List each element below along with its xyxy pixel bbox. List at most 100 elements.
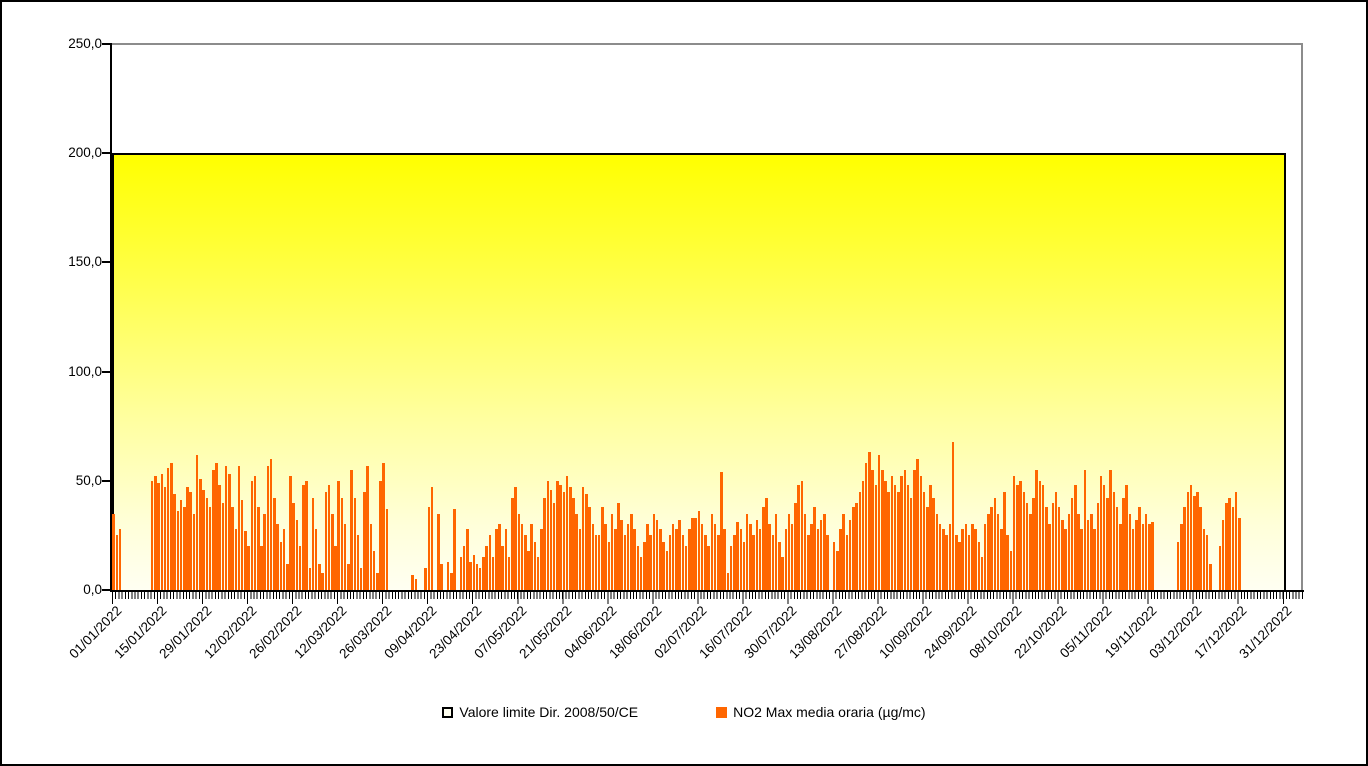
no2-bar	[186, 487, 189, 590]
no2-bar	[1106, 498, 1109, 590]
no2-bar	[1090, 513, 1093, 590]
no2-bar	[1054, 491, 1058, 590]
no2-bar	[215, 463, 218, 590]
no2-bar	[980, 557, 984, 590]
no2-bar	[292, 502, 295, 590]
no2-bar	[906, 485, 910, 590]
no2-bar	[1083, 469, 1087, 590]
no2-bar	[729, 546, 733, 590]
no2-bar	[675, 528, 678, 590]
no2-bar	[115, 535, 119, 590]
no2-bar	[932, 498, 935, 590]
no2-bar	[762, 507, 765, 590]
no2-bar	[154, 476, 157, 590]
no2-bar	[1080, 528, 1083, 590]
y-axis-line	[110, 43, 112, 592]
no2-bar	[967, 535, 971, 590]
no2-bar	[852, 507, 855, 590]
no2-bar	[842, 513, 845, 590]
limit-series-marker-icon	[442, 706, 454, 718]
no2-bar	[700, 524, 704, 590]
no2-bar	[253, 476, 257, 590]
no2-bar	[665, 550, 669, 590]
no2-bar	[659, 528, 662, 590]
no2-bar	[688, 528, 691, 590]
no2-bar	[951, 441, 955, 590]
no2-bar	[897, 491, 900, 590]
no2-bar	[353, 498, 357, 590]
no2-bar	[1086, 520, 1090, 590]
no2-bar	[224, 465, 228, 590]
no2-bar	[1218, 546, 1222, 590]
no2-bar	[1231, 507, 1235, 590]
no2-bar	[572, 498, 575, 590]
no2-bar	[1067, 513, 1071, 590]
no2-bar	[864, 463, 868, 590]
no2-bar	[459, 557, 463, 590]
no2-bar	[839, 528, 842, 590]
no2-bar	[212, 469, 215, 590]
legend-item-no2: NO2 Max media oraria (µg/mc)	[716, 704, 926, 720]
no2-bar	[1193, 496, 1196, 590]
no2-bar	[507, 557, 511, 590]
no2-bar	[1119, 524, 1122, 590]
no2-bar	[652, 513, 656, 590]
no2-bar	[623, 535, 627, 590]
no2-bar	[118, 528, 122, 590]
no2-bar	[739, 528, 743, 590]
no2-bar	[565, 476, 569, 590]
no2-bar	[347, 563, 350, 590]
no2-bar	[974, 528, 977, 590]
no2-bar	[964, 524, 968, 590]
no2-bar	[961, 528, 964, 590]
no2-bar	[305, 480, 308, 590]
no2-bar	[662, 541, 665, 590]
no2-bar	[858, 491, 862, 590]
no2-bar	[903, 469, 907, 590]
no2-bar	[1234, 491, 1238, 590]
no2-bar	[1176, 541, 1180, 590]
no2-bar	[581, 487, 585, 590]
no2-bar	[1048, 524, 1051, 590]
no2-bar	[363, 491, 366, 590]
no2-bar	[520, 524, 524, 590]
no2-bar	[938, 524, 942, 590]
no2-bar	[524, 535, 527, 590]
no2-bar	[318, 563, 321, 590]
no2-bar	[321, 572, 324, 590]
no2-bar	[295, 520, 299, 590]
no2-bar	[466, 528, 469, 590]
no2-bar	[1074, 485, 1077, 590]
no2-bar	[681, 535, 685, 590]
no2-bar	[150, 480, 154, 590]
no2-bar	[1006, 535, 1009, 590]
no2-bar	[597, 535, 601, 590]
no2-bar	[919, 476, 923, 590]
no2-bar	[855, 502, 858, 590]
no2-bar	[909, 498, 913, 590]
no2-bar	[691, 517, 694, 590]
no2-bar	[1109, 469, 1112, 590]
no2-bar	[337, 480, 340, 590]
no2-bar	[1115, 507, 1119, 590]
no2-bar	[450, 572, 453, 590]
no2-bar	[498, 524, 501, 590]
no2-bar	[279, 541, 283, 590]
no2-bar	[482, 557, 485, 590]
no2-bar	[684, 546, 688, 590]
no2-bar	[266, 465, 270, 590]
y-axis-label: 0,0	[83, 582, 102, 597]
no2-bar	[166, 467, 170, 590]
no2-bar	[942, 528, 945, 590]
no2-bar	[1225, 502, 1228, 590]
no2-bar	[749, 524, 752, 590]
no2-bar	[752, 535, 755, 590]
no2-bar	[1199, 507, 1202, 590]
no2-bar	[929, 485, 932, 590]
no2-bar	[424, 568, 427, 590]
no2-bar	[868, 452, 871, 590]
no2-bar	[221, 502, 225, 590]
no2-bar	[1038, 480, 1042, 590]
no2-bar	[1022, 491, 1026, 590]
